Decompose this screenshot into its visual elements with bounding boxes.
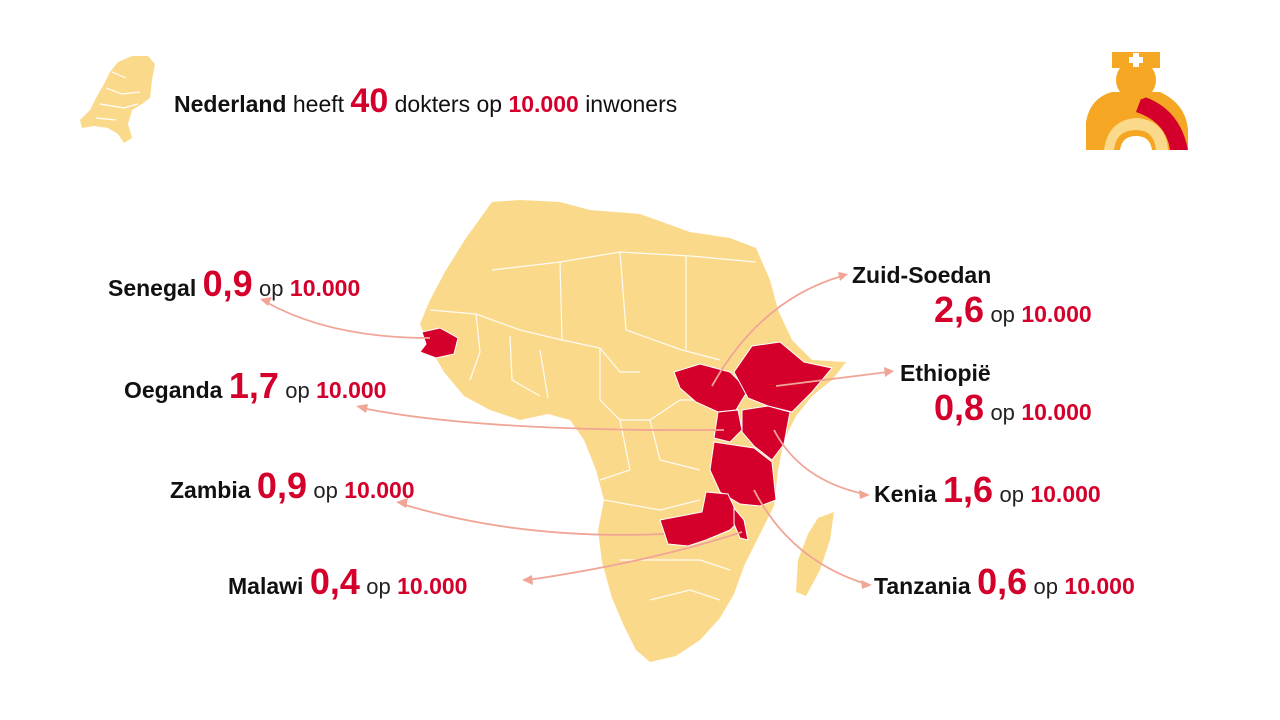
- base-value: 10.000: [289, 275, 361, 301]
- arrow-oeganda: [361, 407, 725, 432]
- doctor-ratio: 0,8: [934, 387, 985, 428]
- headline-base: 10.000: [508, 91, 579, 117]
- arrow-tanzania: [753, 489, 867, 585]
- base-value: 10.000: [1030, 481, 1101, 507]
- doctor-ratio: 0,9: [256, 465, 307, 506]
- country-name: Oeganda: [124, 377, 223, 403]
- op-word: op: [999, 482, 1024, 507]
- oeganda-shape: [713, 409, 743, 443]
- op-word: op: [990, 400, 1015, 425]
- country-name: Tanzania: [874, 573, 971, 599]
- headline-tail: inwoners: [585, 91, 678, 117]
- label-senegal: Senegal 0,9 op 10.000: [108, 266, 360, 302]
- base-value: 10.000: [316, 377, 387, 403]
- arrow-ethiopie: [775, 371, 889, 387]
- base-value: 10.000: [397, 573, 468, 599]
- label-oeganda: Oeganda 1,7 op 10.000: [124, 368, 386, 404]
- country-name: Ethiopië: [900, 360, 991, 386]
- label-tanzania: Tanzania 0,6 op 10.000: [874, 564, 1135, 600]
- base-value: 10.000: [1021, 301, 1092, 327]
- headline: Nederland heeft 40 dokters op 10.000 inw…: [174, 82, 677, 121]
- country-name: Kenia: [874, 481, 937, 507]
- base-value: 10.000: [344, 477, 415, 503]
- op-word: op: [1033, 574, 1059, 599]
- base-value: 10.000: [1021, 399, 1092, 425]
- tanzania-shape: [709, 441, 777, 507]
- country-name: Zambia: [170, 477, 251, 503]
- senegal-shape: [419, 327, 459, 359]
- label-zuid-soedan: Zuid-Soedan: [852, 264, 991, 287]
- headline-value: 40: [350, 82, 389, 120]
- doctor-ratio: 2,6: [934, 289, 985, 330]
- headline-verb: heeft: [292, 91, 345, 117]
- op-word: op: [366, 574, 391, 599]
- netherlands-map-icon: [80, 56, 155, 143]
- arrow-malawi: [527, 531, 743, 581]
- arrows: [265, 275, 889, 585]
- doctor-ratio: 1,7: [228, 365, 279, 406]
- label-malawi: Malawi 0,4 op 10.000: [228, 564, 467, 600]
- op-word: op: [259, 276, 284, 301]
- doctor-ratio: 1,6: [943, 469, 994, 510]
- doctor-ratio: 0,9: [202, 263, 253, 304]
- arrow-kenia: [773, 429, 865, 495]
- label-ethiopie: Ethiopië: [900, 362, 991, 385]
- doctor-ratio: 0,6: [977, 561, 1028, 602]
- ratio-ethiopie: 0,8 op 10.000: [934, 390, 1092, 426]
- ratio-zuid-soedan: 2,6 op 10.000: [934, 292, 1092, 328]
- headline-country: Nederland: [174, 91, 287, 117]
- country-name: Zuid-Soedan: [852, 262, 992, 288]
- country-name: Malawi: [228, 573, 304, 599]
- arrow-heads: [260, 272, 894, 589]
- label-kenia: Kenia 1,6 op 10.000: [874, 472, 1101, 508]
- doctor-ratio: 0,4: [309, 561, 360, 602]
- op-word: op: [990, 302, 1015, 327]
- base-value: 10.000: [1064, 573, 1135, 599]
- kenia-shape: [741, 405, 791, 461]
- op-word: op: [313, 478, 338, 503]
- headline-middle: dokters op: [394, 91, 503, 117]
- country-name: Senegal: [108, 275, 197, 301]
- label-zambia: Zambia 0,9 op 10.000: [170, 468, 415, 504]
- arrow-senegal: [265, 301, 431, 339]
- africa-map: [420, 200, 846, 662]
- op-word: op: [285, 378, 310, 403]
- doctor-nurse-icon: [1086, 52, 1188, 150]
- malawi-shape: [733, 506, 749, 541]
- arrow-zuid-soedan: [711, 275, 843, 387]
- arrow-zambia: [401, 503, 665, 536]
- highlighted-countries: [419, 327, 833, 547]
